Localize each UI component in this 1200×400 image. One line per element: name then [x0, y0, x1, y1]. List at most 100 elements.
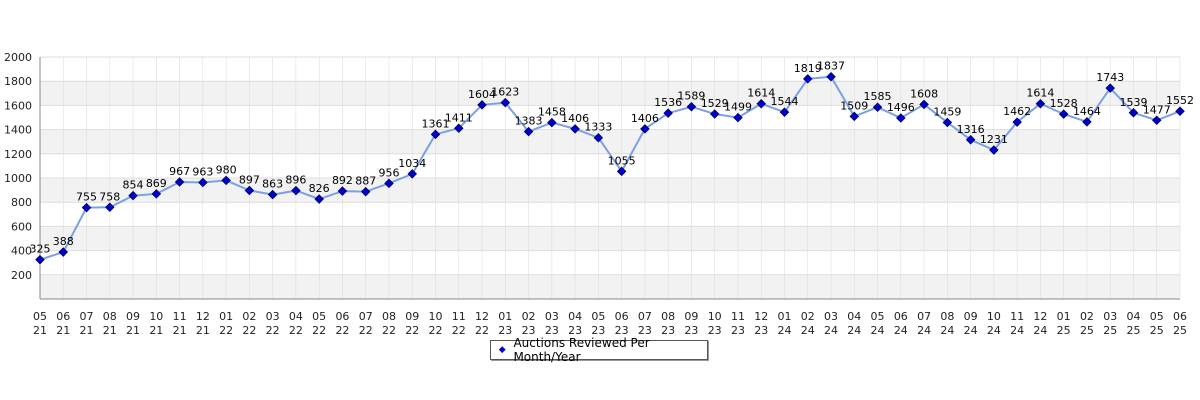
x-tick-label-month: 02 [1080, 310, 1094, 323]
data-point [593, 132, 604, 143]
y-tick-label: 600 [11, 220, 32, 233]
x-tick-label-year: 23 [498, 324, 512, 337]
x-tick-label-month: 12 [196, 310, 210, 323]
data-point [1035, 98, 1046, 109]
x-tick-label-year: 24 [917, 324, 931, 337]
data-label: 1361 [422, 117, 450, 130]
data-label: 1458 [538, 106, 566, 119]
data-label: 963 [192, 165, 213, 178]
data-label: 854 [123, 179, 144, 192]
x-tick-label-month: 04 [1126, 310, 1140, 323]
data-label: 1499 [724, 101, 752, 114]
data-label: 1608 [910, 87, 938, 100]
x-tick-label-month: 06 [56, 310, 70, 323]
x-tick-label-year: 22 [219, 324, 233, 337]
x-tick-label-month: 07 [917, 310, 931, 323]
x-tick-label-year: 23 [731, 324, 745, 337]
x-tick-label-month: 06 [894, 310, 908, 323]
data-label: 887 [355, 175, 376, 188]
x-tick-label-year: 24 [871, 324, 885, 337]
data-point [477, 100, 487, 110]
data-point [58, 247, 69, 257]
data-point [942, 117, 953, 128]
data-label: 1464 [1073, 105, 1101, 118]
data-point [267, 189, 278, 200]
x-tick-label-year: 21 [196, 324, 210, 337]
x-tick-label-year: 25 [1080, 324, 1094, 337]
y-axis-ticks: 200 400 600 800 1000 1200 1400 1600 1800 2000 [4, 51, 32, 282]
x-tick-label-month: 10 [987, 310, 1001, 323]
data-point [81, 202, 92, 213]
x-tick-label-year: 22 [312, 324, 326, 337]
x-tick-label-year: 24 [824, 324, 838, 337]
data-point [1151, 115, 1162, 126]
data-point [616, 166, 627, 177]
data-label: 1529 [701, 97, 729, 110]
x-tick-label-year: 22 [475, 324, 489, 337]
data-label: 863 [262, 178, 283, 191]
x-tick-label-year: 23 [522, 324, 536, 337]
data-label: 1819 [794, 62, 822, 75]
data-point [1128, 108, 1139, 118]
data-label: 1509 [840, 99, 868, 112]
x-tick-label-year: 22 [266, 324, 280, 337]
data-label: 1552 [1166, 94, 1194, 107]
data-point [547, 117, 557, 128]
x-tick-label-year: 25 [1173, 324, 1187, 337]
data-point [360, 186, 371, 197]
x-tick-label-month: 12 [1033, 310, 1047, 323]
data-point [198, 177, 208, 188]
x-tick-label-month: 03 [824, 310, 838, 323]
data-point [105, 202, 115, 213]
data-point [872, 102, 883, 112]
data-label: 1383 [515, 115, 543, 128]
x-tick-label-month: 11 [173, 310, 187, 323]
data-point [989, 145, 999, 155]
data-label: 388 [53, 235, 74, 248]
x-tick-label-year: 21 [80, 324, 94, 337]
data-label: 956 [378, 166, 399, 179]
data-point [454, 123, 464, 134]
data-label: 1333 [584, 121, 612, 134]
data-label: 1462 [1003, 105, 1031, 118]
data-point [151, 189, 162, 199]
x-tick-label-month: 01 [219, 310, 233, 323]
x-tick-label-month: 07 [359, 310, 373, 323]
x-tick-label-year: 25 [1150, 324, 1164, 337]
x-tick-label-year: 21 [149, 324, 163, 337]
data-point [802, 74, 813, 84]
x-tick-label-year: 23 [568, 324, 582, 337]
data-point [663, 108, 673, 118]
x-tick-label-month: 06 [1173, 310, 1187, 323]
y-tick-label: 1400 [4, 124, 32, 137]
x-tick-label-month: 11 [452, 310, 466, 323]
data-label: 1743 [1096, 71, 1124, 84]
x-tick-label-year: 24 [987, 324, 1001, 337]
x-tick-label-month: 02 [801, 310, 815, 323]
x-tick-label-year: 22 [289, 324, 303, 337]
x-tick-label-month: 09 [684, 310, 698, 323]
data-label: 1604 [468, 88, 496, 101]
data-label: 755 [76, 191, 97, 204]
x-tick-label-year: 23 [591, 324, 605, 337]
data-label: 1623 [491, 86, 519, 99]
data-label: 1585 [864, 90, 892, 103]
data-point [244, 185, 255, 196]
x-tick-label-year: 21 [33, 324, 47, 337]
data-point [779, 107, 790, 117]
data-label: 1406 [631, 112, 659, 125]
plot-band [40, 274, 1180, 299]
x-tick-label-month: 01 [498, 310, 512, 323]
x-tick-label-month: 03 [266, 310, 280, 323]
data-point [1175, 106, 1185, 116]
x-tick-label-year: 23 [684, 324, 698, 337]
x-tick-label-month: 04 [568, 310, 582, 323]
x-tick-label-month: 03 [1103, 310, 1117, 323]
x-tick-label-year: 23 [545, 324, 559, 337]
data-label: 1528 [1050, 97, 1078, 110]
x-tick-label-year: 23 [708, 324, 722, 337]
data-label: 1034 [398, 157, 426, 170]
x-tick-label-month: 03 [545, 310, 559, 323]
x-tick-label-year: 22 [452, 324, 466, 337]
